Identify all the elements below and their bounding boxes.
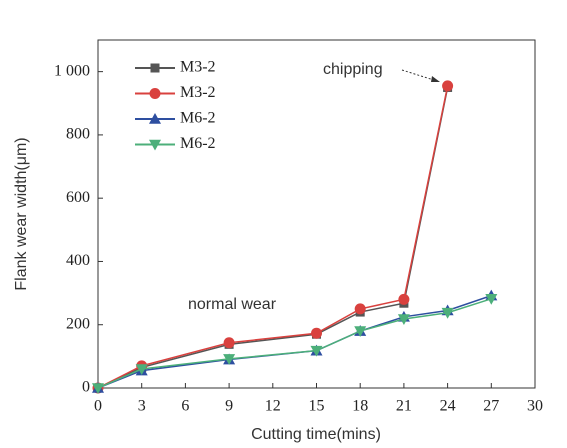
x-tick-label: 0 bbox=[94, 398, 102, 415]
y-tick-label: 400 bbox=[66, 252, 90, 269]
x-tick-label: 12 bbox=[265, 398, 281, 415]
data-point bbox=[354, 326, 367, 338]
data-point bbox=[223, 354, 236, 365]
y-tick-label: 0 bbox=[82, 379, 90, 396]
legend-marker bbox=[149, 113, 161, 124]
legend-label: M6-2 bbox=[180, 110, 216, 127]
series-line bbox=[97, 85, 449, 389]
data-point bbox=[311, 327, 322, 339]
data-point bbox=[354, 303, 366, 315]
x-tick-label: 21 bbox=[396, 398, 412, 415]
legend-label: M6-2 bbox=[180, 135, 216, 152]
y-tick-label: 800 bbox=[66, 126, 90, 143]
data-point bbox=[135, 364, 148, 376]
y-tick-label: 200 bbox=[66, 315, 90, 332]
legend-label: M3-2 bbox=[180, 84, 216, 101]
data-point bbox=[441, 307, 454, 319]
legend-marker bbox=[149, 139, 161, 151]
x-axis-label: Cutting time(mins) bbox=[251, 426, 381, 443]
y-tick-label: 1 000 bbox=[54, 62, 90, 79]
x-tick-label: 6 bbox=[181, 398, 189, 415]
series-line bbox=[97, 294, 492, 389]
x-tick-label: 3 bbox=[138, 398, 146, 415]
annotation: normal wear bbox=[188, 296, 277, 313]
x-tick-label: 9 bbox=[225, 398, 233, 415]
x-tick-label: 27 bbox=[483, 398, 499, 415]
x-tick-label: 30 bbox=[527, 398, 543, 415]
data-point bbox=[398, 293, 410, 305]
data-point bbox=[442, 80, 454, 92]
legend-marker bbox=[150, 63, 160, 73]
x-tick-label: 24 bbox=[440, 398, 456, 415]
series-line bbox=[97, 87, 449, 389]
x-tick-label: 15 bbox=[309, 398, 325, 415]
arrow-head bbox=[431, 76, 440, 82]
x-tick-label: 18 bbox=[352, 398, 368, 415]
legend-marker bbox=[149, 88, 161, 99]
data-point bbox=[397, 314, 410, 326]
series-line bbox=[97, 298, 492, 389]
data-point bbox=[485, 293, 498, 305]
legend-label: M3-2 bbox=[180, 59, 216, 76]
data-point bbox=[310, 345, 323, 357]
data-point bbox=[223, 337, 235, 349]
annotation: chipping bbox=[323, 61, 383, 78]
y-tick-label: 600 bbox=[66, 189, 90, 206]
y-axis-label: Flank wear width(μm) bbox=[13, 137, 30, 290]
data-point bbox=[92, 383, 104, 394]
